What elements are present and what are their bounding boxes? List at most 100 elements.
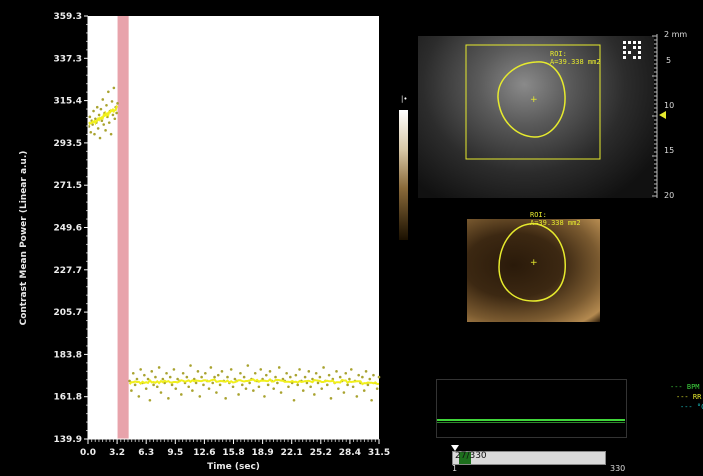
contrast-overlay: +	[498, 223, 566, 302]
data-point	[346, 383, 349, 387]
data-point	[95, 105, 99, 109]
x-tick-label: 3.2	[109, 448, 125, 458]
data-point	[209, 366, 213, 369]
transducer-logo-icon	[623, 41, 641, 59]
data-point	[277, 366, 281, 369]
frame-slider-track[interactable]	[452, 451, 606, 465]
data-point	[303, 375, 307, 379]
data-point	[161, 377, 165, 381]
x-tick-label: 28.4	[339, 448, 361, 458]
y-tick-label: 139.9	[54, 435, 82, 445]
data-point	[204, 371, 207, 375]
data-point	[192, 377, 196, 381]
data-point	[362, 389, 366, 392]
data-point	[329, 397, 333, 400]
frame-slider-thumb[interactable]	[451, 445, 460, 451]
data-point	[298, 368, 301, 371]
data-point	[218, 383, 222, 387]
data-point	[292, 398, 296, 402]
data-point	[102, 123, 106, 126]
data-point	[366, 383, 370, 387]
data-point	[137, 395, 141, 398]
resp-trace	[437, 422, 625, 423]
y-tick-label: 359.3	[54, 12, 82, 22]
data-point	[368, 377, 372, 381]
data-point	[246, 364, 250, 367]
data-point	[104, 129, 107, 132]
data-point	[116, 102, 119, 105]
data-point	[253, 371, 257, 375]
data-point	[224, 397, 227, 400]
data-point	[261, 377, 264, 381]
data-point	[322, 366, 325, 369]
data-point	[276, 381, 279, 385]
y-tick-label: 161.8	[54, 393, 82, 403]
data-point	[176, 377, 179, 381]
y-tick-label: 227.7	[54, 266, 82, 276]
data-point	[107, 90, 110, 94]
legend-rr: --- RR	[676, 393, 702, 401]
data-point	[296, 383, 300, 387]
data-point	[152, 383, 155, 387]
x-tick-label: 9.5	[167, 448, 183, 458]
y-tick-label: 183.8	[54, 350, 82, 360]
data-point	[314, 371, 318, 375]
data-point	[168, 375, 172, 379]
data-point	[196, 370, 200, 373]
data-point	[174, 387, 178, 390]
data-point	[105, 103, 108, 107]
data-point	[130, 389, 133, 392]
y-tick-label: 205.7	[54, 308, 82, 318]
roi-outline	[497, 61, 566, 138]
data-point	[316, 381, 320, 385]
data-point	[268, 370, 272, 373]
x-tick-label: 12.6	[193, 448, 215, 458]
legend-bpm: --- BPM	[670, 383, 700, 391]
data-point	[348, 377, 351, 381]
data-point	[294, 373, 298, 377]
data-point	[200, 375, 203, 379]
data-point	[96, 127, 100, 130]
data-point	[172, 368, 176, 371]
data-point	[226, 375, 229, 379]
data-point	[244, 387, 248, 390]
fit-line	[128, 377, 380, 386]
data-point	[89, 130, 93, 134]
data-point	[93, 132, 96, 136]
data-point	[259, 368, 263, 371]
data-point	[107, 121, 111, 124]
data-point	[364, 370, 368, 373]
data-point	[237, 393, 240, 396]
x-tick-label: 0.0	[80, 448, 96, 458]
data-point	[187, 385, 190, 389]
data-point	[139, 368, 142, 371]
data-point	[180, 393, 183, 396]
data-point	[274, 375, 277, 379]
data-point	[97, 113, 101, 117]
data-point	[272, 387, 275, 390]
data-point	[111, 113, 115, 117]
focus-marker-icon[interactable]	[659, 111, 666, 119]
colorbar-marker: |•	[401, 95, 408, 103]
data-point	[215, 391, 218, 394]
data-point	[263, 395, 266, 398]
data-point	[131, 371, 135, 375]
fit-line	[88, 104, 119, 126]
bmode-image	[418, 36, 654, 198]
data-point	[377, 375, 381, 379]
data-point	[189, 364, 192, 367]
data-point	[198, 395, 202, 398]
x-tick-label: 25.2	[310, 448, 332, 458]
data-point	[338, 375, 342, 379]
data-point	[320, 387, 324, 390]
data-point	[181, 371, 185, 375]
x-tick-label: 15.8	[222, 448, 244, 458]
data-point	[92, 109, 95, 113]
data-point	[311, 377, 314, 381]
data-point	[301, 389, 305, 392]
x-tick-label: 18.9	[251, 448, 273, 458]
data-point	[318, 375, 322, 379]
depth-10: 10	[664, 101, 675, 110]
data-point	[143, 373, 146, 377]
